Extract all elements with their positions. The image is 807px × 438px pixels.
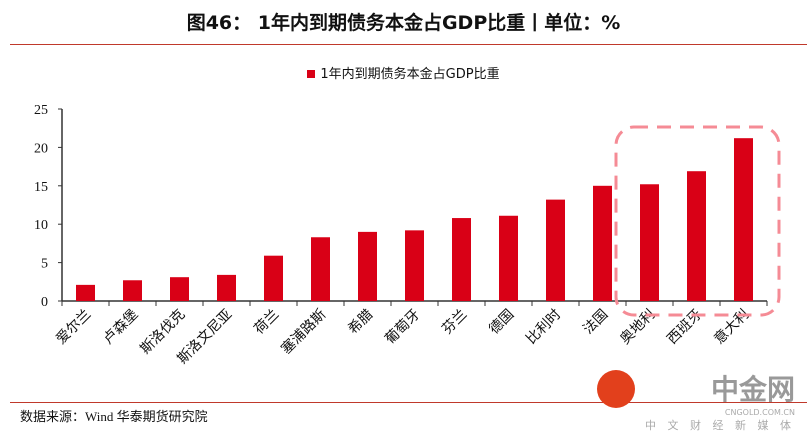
x-tick-label: 塞浦路斯 bbox=[278, 306, 330, 358]
bar-荷兰 bbox=[264, 255, 283, 301]
x-tick-label: 芬兰 bbox=[439, 307, 470, 338]
x-tick-label: 意大利 bbox=[711, 306, 753, 348]
x-tick-label: 法国 bbox=[580, 307, 611, 338]
chart-title: 图46： 1年内到期债务本金占GDP比重丨单位：% bbox=[186, 12, 621, 34]
legend-label: 1年内到期债务本金占GDP比重 bbox=[320, 67, 500, 82]
legend: 1年内到期债务本金占GDP比重 bbox=[0, 63, 807, 82]
y-tick-label: 5 bbox=[41, 257, 48, 272]
x-tick-label: 爱尔兰 bbox=[53, 307, 94, 348]
bar-奥地利 bbox=[640, 184, 659, 301]
bar-意大利 bbox=[734, 138, 753, 301]
watermark-logo-icon bbox=[597, 370, 636, 408]
bar-卢森堡 bbox=[123, 280, 142, 301]
highlight-box bbox=[614, 125, 781, 317]
bar-葡萄牙 bbox=[405, 230, 424, 301]
watermark-tagline: 中 文 财 经 新 媒 体 bbox=[645, 419, 795, 432]
y-tick-label: 15 bbox=[34, 180, 48, 195]
bar-芬兰 bbox=[452, 218, 471, 301]
bar-斯洛文尼亚 bbox=[217, 274, 236, 301]
x-tick-label: 德国 bbox=[486, 307, 517, 338]
bar-法国 bbox=[593, 185, 612, 301]
bar-西班牙 bbox=[687, 171, 706, 301]
x-tick-label: 希腊 bbox=[345, 307, 376, 338]
title-divider bbox=[10, 44, 807, 45]
legend-swatch bbox=[307, 70, 316, 78]
x-tick-label: 葡萄牙 bbox=[382, 307, 423, 348]
watermark-name: 中金网 bbox=[710, 373, 795, 406]
watermark: 中金网 CNGOLD.COM.CN 中 文 财 经 新 媒 体 bbox=[597, 368, 795, 433]
source-note: 数据来源：Wind 华泰期货研究院 bbox=[20, 409, 208, 424]
y-tick-label: 0 bbox=[41, 295, 48, 310]
bar-塞浦路斯 bbox=[311, 237, 330, 301]
y-tick-label: 10 bbox=[34, 218, 48, 233]
x-tick-label: 卢森堡 bbox=[100, 307, 141, 348]
bar-斯洛伐克 bbox=[170, 277, 189, 301]
y-tick-label: 20 bbox=[34, 141, 48, 156]
y-tick-label: 25 bbox=[34, 103, 48, 118]
bar-爱尔兰 bbox=[76, 284, 95, 301]
x-tick-label: 比利时 bbox=[523, 307, 564, 348]
x-tick-label: 西班牙 bbox=[664, 307, 705, 348]
bar-希腊 bbox=[358, 231, 377, 301]
bar-德国 bbox=[499, 215, 518, 301]
x-tick-label: 荷兰 bbox=[251, 307, 282, 338]
footer-divider bbox=[10, 402, 807, 403]
bar-比利时 bbox=[546, 199, 565, 301]
watermark-url: CNGOLD.COM.CN bbox=[724, 408, 795, 417]
